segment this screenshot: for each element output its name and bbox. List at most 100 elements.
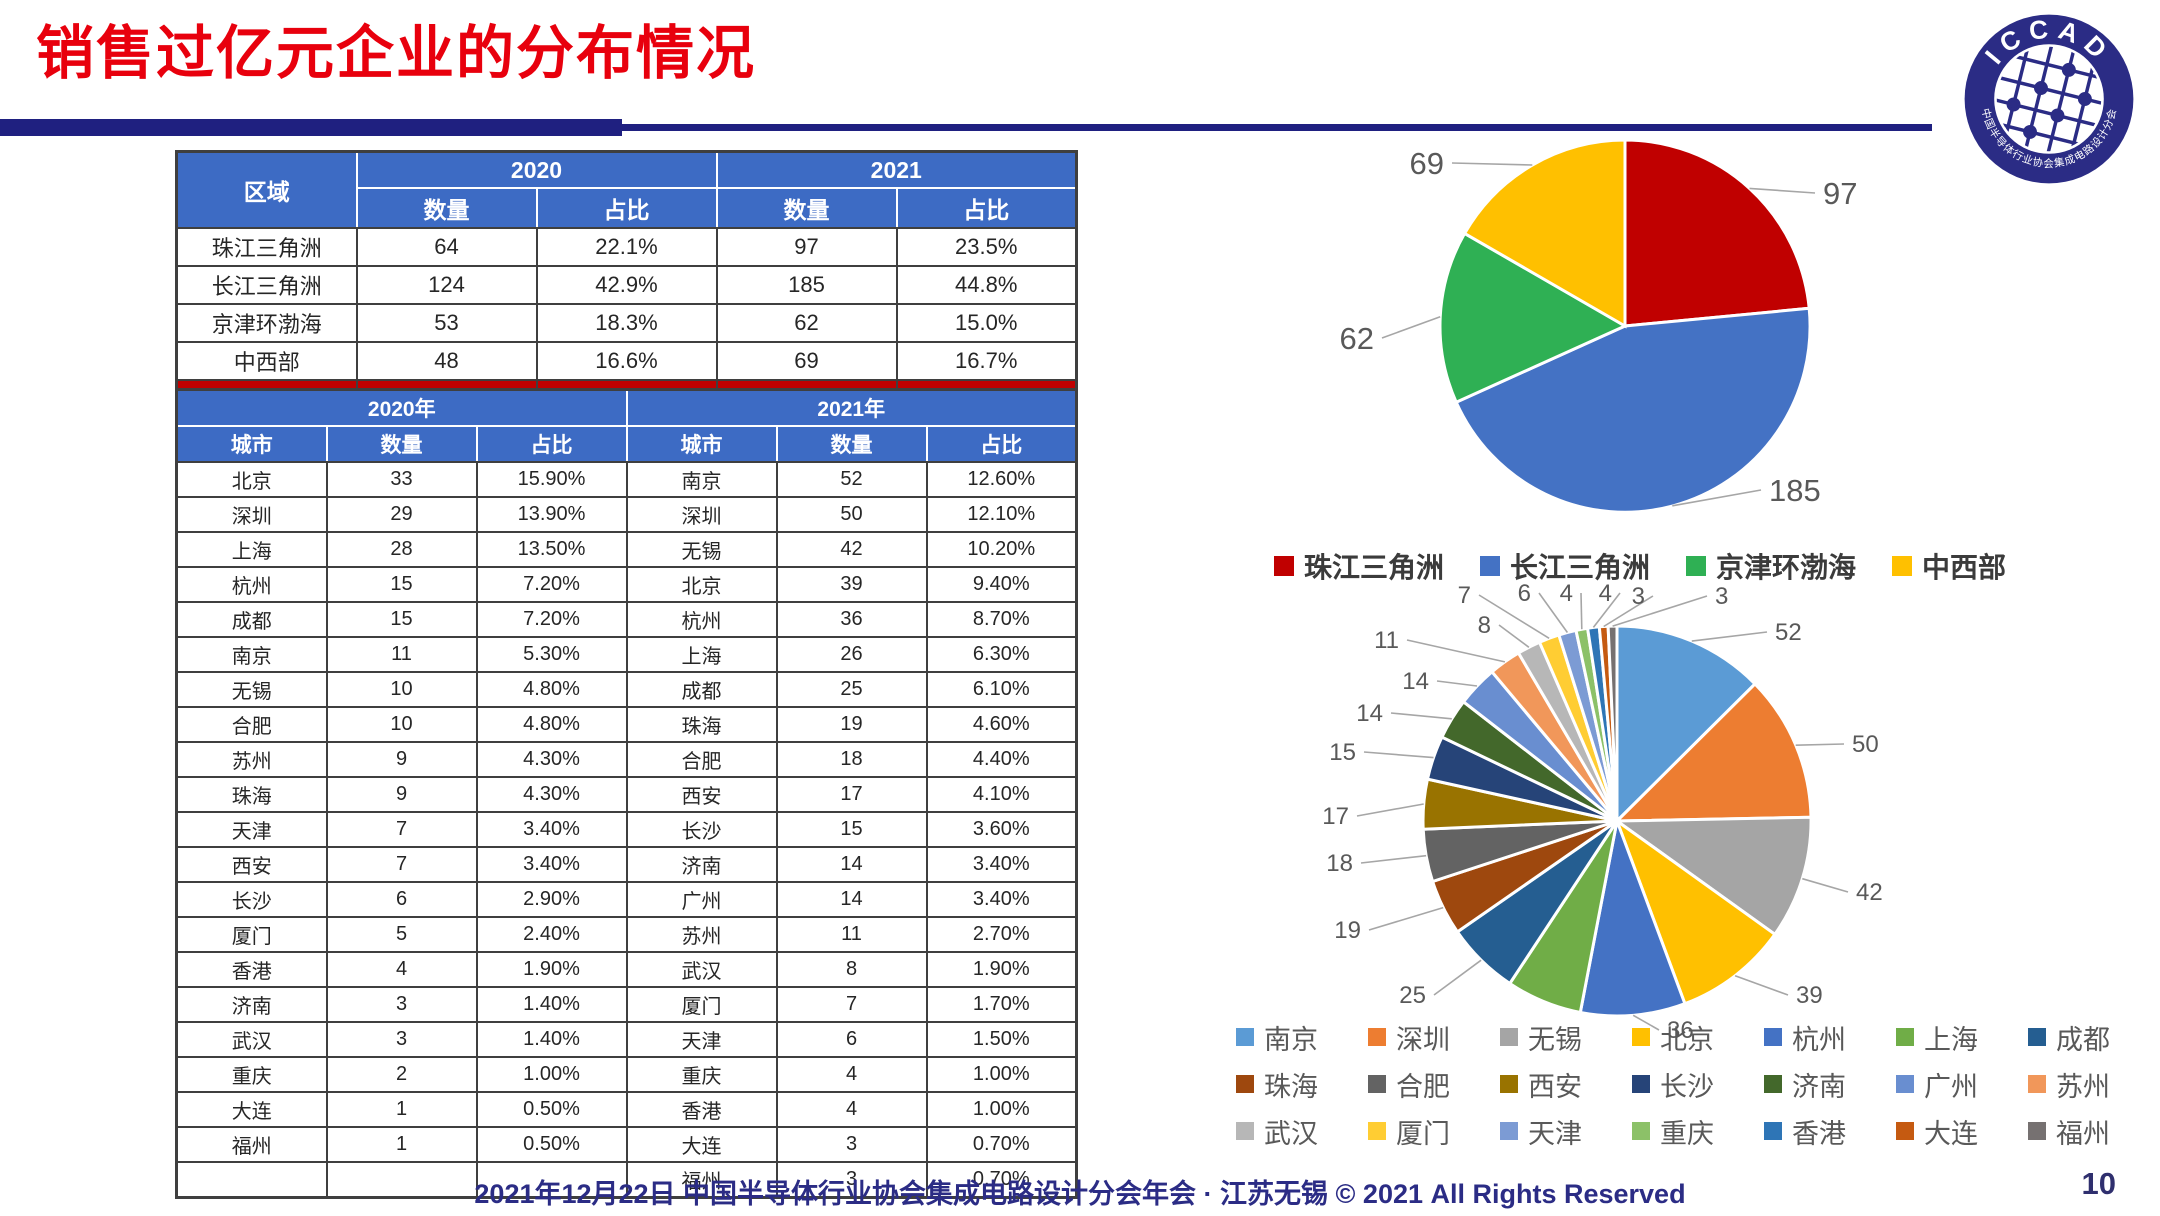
city-row: 深圳 29 13.90% 深圳 50 12.10% (175, 496, 1078, 533)
city-row: 上海 28 13.50% 无锡 42 10.20% (175, 531, 1078, 568)
city-cell: 武汉 (175, 1021, 328, 1058)
legend-swatch (2028, 1122, 2046, 1140)
city-table: 2020年 2021年 城市 数量 占比 城市 数量 占比 北京 33 15.90% 南京 52 12.6… (175, 388, 1078, 1199)
city-cell: 7.20% (475, 566, 628, 603)
city-cell: 成都 (625, 671, 778, 708)
region-pie-legend: 珠江三角洲 长江三角洲 京津环渤海 中西部 (1250, 546, 2030, 586)
legend-swatch (1500, 1122, 1518, 1140)
pie-data-label: 3 (1632, 583, 1645, 610)
city-cell: 3 (325, 1021, 478, 1058)
col-subheader: 数量 (355, 187, 538, 229)
col-header-region: 区域 (175, 150, 358, 229)
legend-item-中西部: 中西部 (1892, 546, 2006, 586)
city-cell: 17 (775, 776, 928, 813)
city-cell: 15.90% (475, 461, 628, 498)
pie-label-leader (1612, 595, 1708, 627)
pie-slice-京津环渤海 (1438, 231, 1629, 405)
city-cell: 13.50% (475, 531, 628, 568)
pie-label-leader (1406, 639, 1506, 663)
title-underline-thick (0, 119, 622, 136)
legend-swatch (1892, 556, 1913, 576)
pie-slice-珠江三角洲 (1623, 138, 1811, 328)
city-cell: 29 (325, 496, 478, 533)
city-cell: 南京 (625, 461, 778, 498)
legend-swatch (1896, 1075, 1914, 1093)
city-cell: 1.00% (925, 1056, 1078, 1093)
pie-data-label: 14 (1356, 700, 1383, 727)
city-row: 苏州 9 4.30% 合肥 18 4.40% (175, 741, 1078, 778)
pie-label-leader (1691, 631, 1768, 642)
city-row: 香港 4 1.90% 武汉 8 1.90% (175, 951, 1078, 988)
city-cell: 3 (325, 986, 478, 1023)
city-cell: 39 (775, 566, 928, 603)
city-cell (175, 1161, 328, 1199)
pie-label-leader (1538, 592, 1569, 633)
city-row: 武汉 3 1.40% 天津 6 1.50% (175, 1021, 1078, 1058)
legend-item-香港: 香港 (1764, 1112, 1896, 1150)
city-cell: 杭州 (175, 566, 328, 603)
city-cell: 12.60% (925, 461, 1078, 498)
legend-item-福州: 福州 (2028, 1112, 2160, 1150)
legend-label: 武汉 (1264, 1118, 1318, 1149)
pie-slice-南京 (1615, 624, 1758, 825)
iccad-logo: ICCAD 中国半导体行业协会集成电路设计分会 (1962, 12, 2136, 186)
region-cell: 长江三角洲 (175, 265, 358, 305)
pie-label-leader (1672, 489, 1762, 507)
city-cell: 无锡 (175, 671, 328, 708)
legend-label: 杭州 (1792, 1024, 1846, 1055)
legend-item-武汉: 武汉 (1236, 1112, 1368, 1150)
legend-item-大连: 大连 (1896, 1112, 2028, 1150)
city-cell: 5 (325, 916, 478, 953)
city-cell: 18 (775, 741, 928, 778)
city-cell: 4.60% (925, 706, 1078, 743)
pie-slice-北京 (1613, 816, 1777, 1006)
legend-label: 上海 (1924, 1024, 1978, 1055)
pie-data-label: 6 (1518, 580, 1531, 607)
legend-label: 香港 (1792, 1118, 1846, 1149)
pie-data-label: 39 (1796, 982, 1823, 1009)
region-cell: 22.1% (535, 227, 718, 267)
city-cell: 33 (325, 461, 478, 498)
footer-text: 2021年12月22日 中国半导体行业协会集成电路设计分会年会 · 江苏无锡 ©… (474, 1179, 1686, 1209)
legend-label: 合肥 (1396, 1071, 1450, 1102)
city-cell: 50 (775, 496, 928, 533)
legend-swatch (1368, 1075, 1386, 1093)
legend-label: 大连 (1924, 1118, 1978, 1149)
legend-item-天津: 天津 (1500, 1112, 1632, 1150)
city-cell: 4.30% (475, 776, 628, 813)
city-cell: 2.40% (475, 916, 628, 953)
legend-item-长沙: 长沙 (1632, 1065, 1764, 1103)
legend-label: 长沙 (1660, 1071, 1714, 1102)
city-cell: 4.10% (925, 776, 1078, 813)
city-cell: 13.90% (475, 496, 628, 533)
city-cell: 长沙 (175, 881, 328, 918)
legend-swatch (1632, 1075, 1650, 1093)
city-cell: 3.40% (925, 881, 1078, 918)
region-cell: 中西部 (175, 341, 358, 381)
city-cell: 6 (775, 1021, 928, 1058)
city-cell: 9 (325, 741, 478, 778)
legend-swatch (2028, 1075, 2046, 1093)
region-cell: 53 (355, 303, 538, 343)
pie-label-leader (1592, 592, 1621, 628)
pie-data-label: 15 (1329, 739, 1356, 766)
city-pie-legend: 南京 深圳 无锡 北京 杭州 上海 成都 珠海 合肥 西安 长沙 济南 广州 苏州 武汉 厦门 天津 重庆 香港 大连… (1236, 1018, 2160, 1150)
region-cell: 23.5% (895, 227, 1078, 267)
city-cell: 0.50% (475, 1091, 628, 1128)
city-cell: 6.10% (925, 671, 1078, 708)
region-summary-table-wrap: 区域 2020 2021 数量 占比 数量 占比 珠江三角洲 64 22.1% 97 23.5% 长江三… (175, 150, 1078, 420)
region-cell: 69 (715, 341, 898, 381)
legend-label: 北京 (1660, 1024, 1714, 1055)
pie-label-leader (1360, 854, 1427, 864)
city-cell (325, 1161, 478, 1199)
city-cell: 天津 (175, 811, 328, 848)
legend-item-成都: 成都 (2028, 1018, 2160, 1056)
city-cell: 合肥 (175, 706, 328, 743)
city-cell: 苏州 (625, 916, 778, 953)
pie-label-leader (1632, 1014, 1660, 1031)
legend-label: 无锡 (1528, 1024, 1582, 1055)
legend-item-西安: 西安 (1500, 1065, 1632, 1103)
city-row: 天津 7 3.40% 长沙 15 3.60% (175, 811, 1078, 848)
